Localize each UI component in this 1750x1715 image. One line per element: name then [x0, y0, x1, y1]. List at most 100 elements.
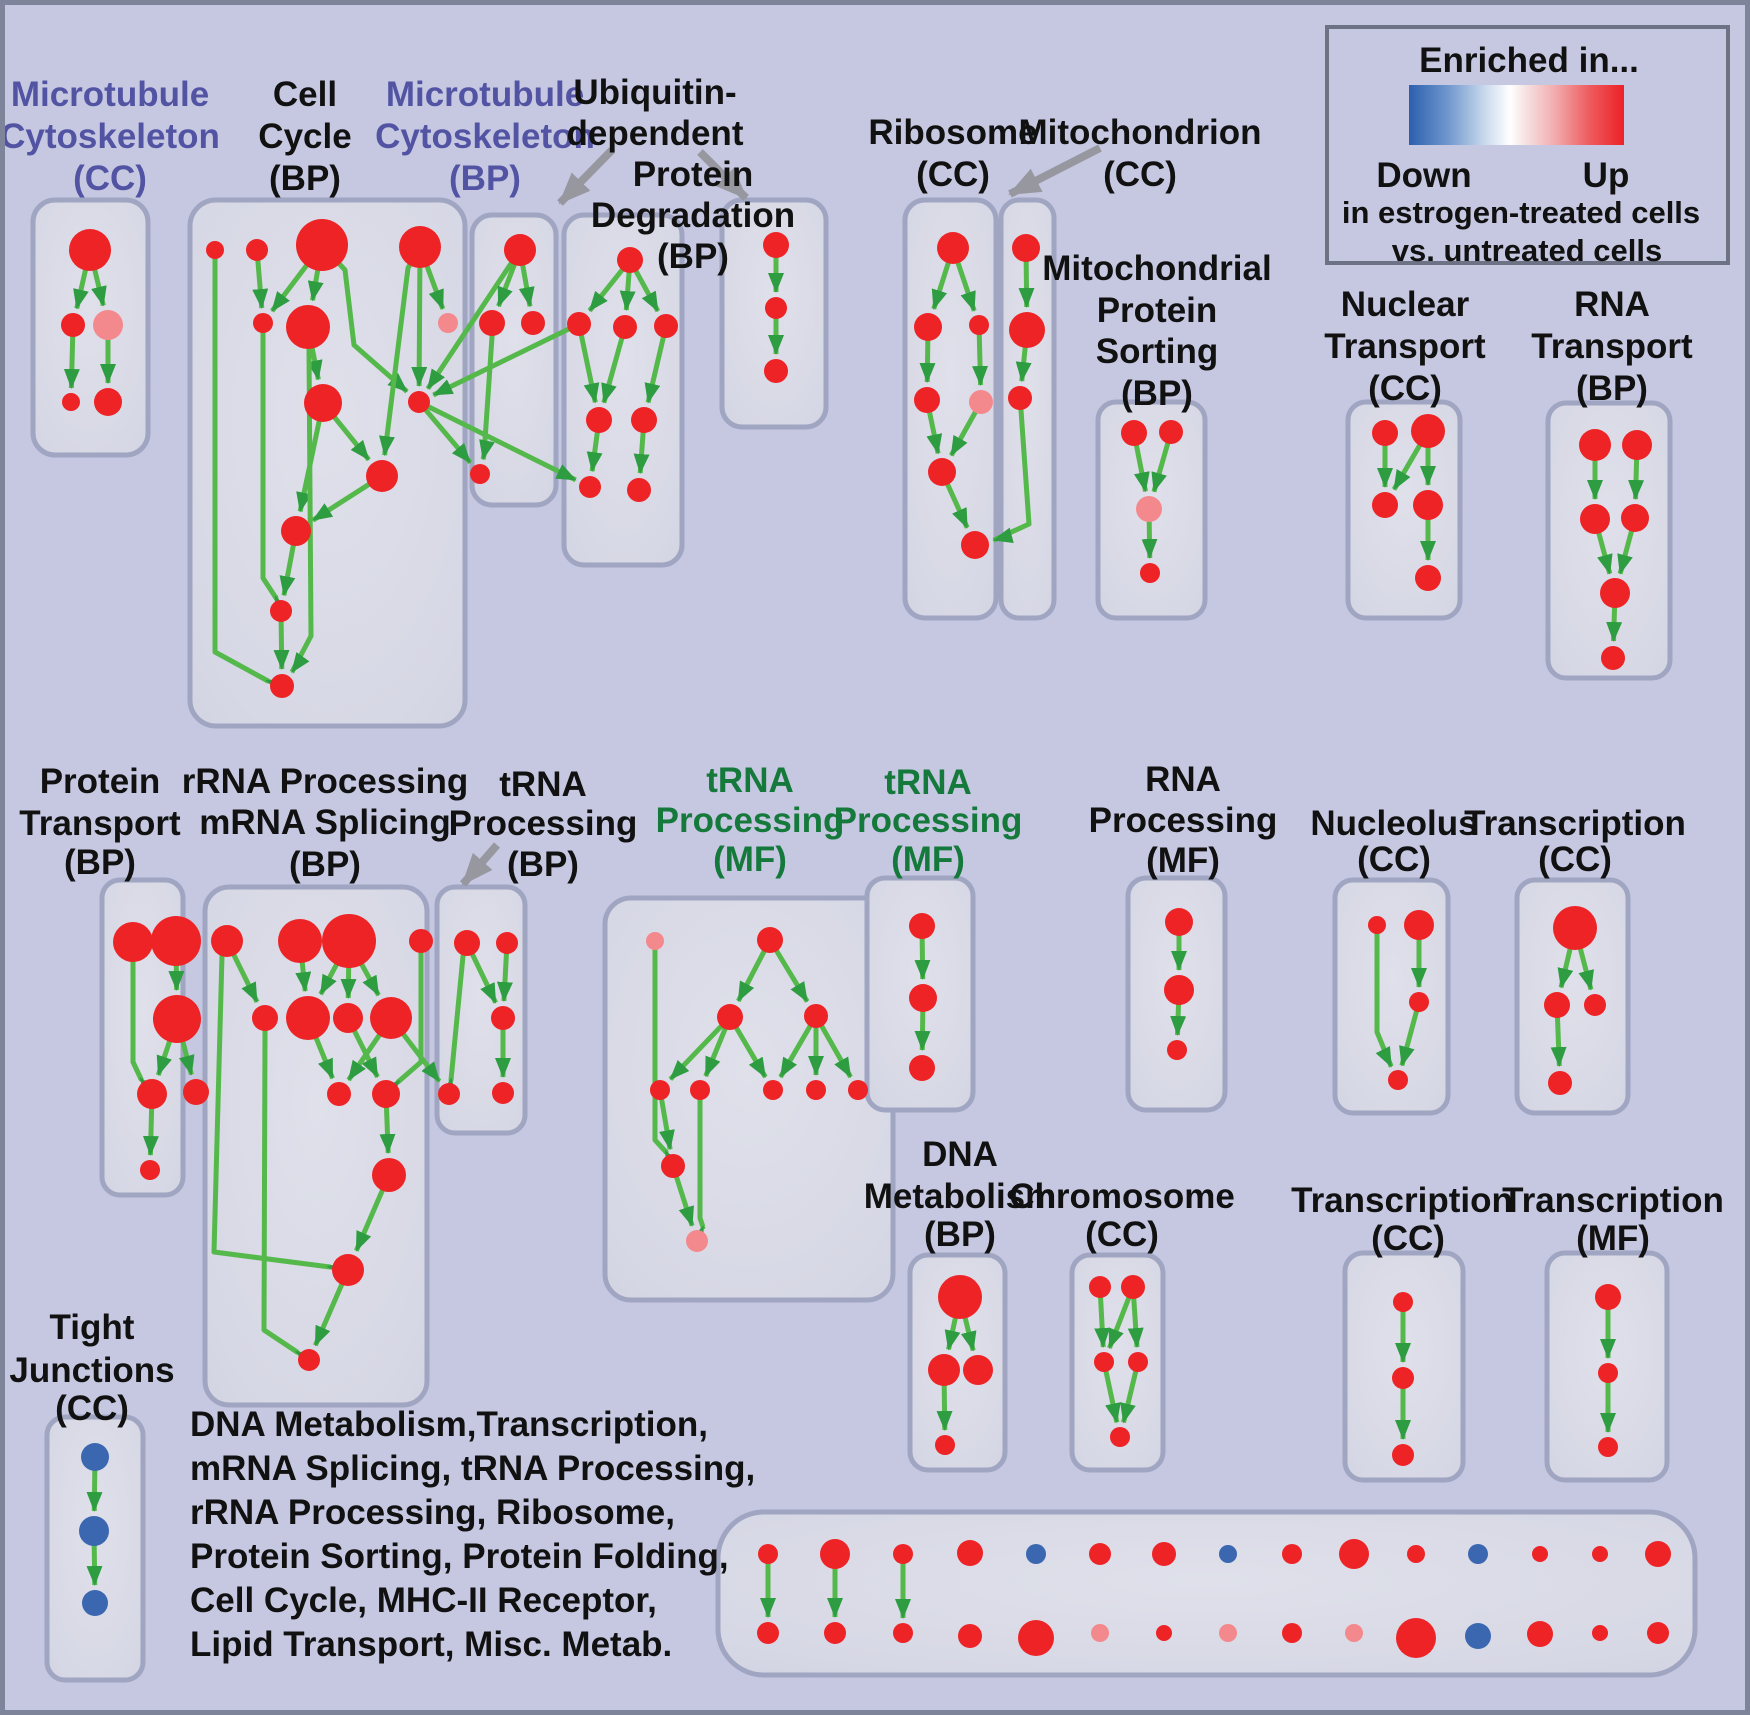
- cluster-label-protein-transport-line2: Transport: [19, 804, 181, 843]
- unclustered-note-line5: Cell Cycle, MHC-II Receptor,: [190, 1581, 657, 1620]
- go-term-node-b1: [206, 241, 224, 259]
- go-term-node-f6: [928, 458, 956, 486]
- cluster-label-microtubule-cc-line2: Cytoskeleton: [0, 117, 220, 156]
- cluster-label-trna-processing-mf-2-line3: (MF): [891, 840, 965, 879]
- edge-arrow-d4-d6: [644, 325, 669, 404]
- go-term-node-d5: [586, 407, 612, 433]
- go-term-node-yt14: [1645, 1541, 1671, 1567]
- cluster-label-ubiquitin-degradation-line3: Protein: [632, 155, 754, 194]
- unclustered-note-line3: rRNA Processing, Ribosome,: [190, 1493, 675, 1532]
- cluster-label-rna-processing-mf-line2: Processing: [1088, 801, 1278, 840]
- go-term-node-w2: [1598, 1363, 1618, 1383]
- go-term-node-t3: [963, 1355, 993, 1385]
- go-term-node-f5: [969, 390, 993, 414]
- go-term-node-q1: [1165, 908, 1193, 936]
- go-term-node-b11: [281, 516, 311, 546]
- cluster-label-ubiquitin-degradation-line4: Degradation: [590, 196, 796, 235]
- mitochondrion-arrow-icon: [1008, 144, 1102, 198]
- cluster-label-nucleolus-line2: (CC): [1357, 840, 1431, 879]
- cluster-label-trna-processing-mf-2-line1: tRNA: [884, 763, 972, 802]
- go-term-node-h1: [1121, 420, 1147, 446]
- go-term-node-n8: [806, 1080, 826, 1100]
- go-term-node-p3: [909, 1055, 935, 1081]
- trna-bp-arrow-icon: [459, 842, 501, 887]
- go-term-node-b3: [296, 219, 348, 271]
- go-term-node-e3: [764, 359, 788, 383]
- go-term-node-v1: [1393, 1292, 1413, 1312]
- edge-arrow-r3-r4: [1399, 1001, 1422, 1067]
- go-term-node-i4: [1413, 490, 1443, 520]
- go-term-node-x1: [81, 1443, 109, 1471]
- cluster-label-microtubule-cc-line3: (CC): [73, 159, 147, 198]
- cluster-label-ubiquitin-degradation-line5: (BP): [657, 237, 729, 276]
- edge-arrow-d2-d5: [576, 323, 600, 404]
- legend-caption-2: vs. untreated cells: [1391, 233, 1663, 268]
- ubiquitin-arrow-left-icon: [557, 147, 615, 206]
- go-term-node-v3: [1392, 1444, 1414, 1466]
- cluster-label-transcription-cc-bottom-line1: Transcription: [1291, 1181, 1513, 1220]
- go-term-node-j4: [1621, 504, 1649, 532]
- unclustered-note-line1: DNA Metabolism,Transcription,: [190, 1405, 708, 1444]
- cluster-label-transcription-cc-bottom-line2: (CC): [1371, 1219, 1445, 1258]
- go-term-node-f4: [914, 387, 940, 413]
- go-term-node-b13: [270, 674, 294, 698]
- cluster-label-protein-transport-line1: Protein: [39, 762, 161, 801]
- go-term-node-g2: [1009, 312, 1045, 348]
- go-term-node-w3: [1598, 1437, 1618, 1457]
- go-term-node-u2: [1121, 1275, 1145, 1299]
- cluster-label-mitochondrion-line1: Mitochondrion: [1018, 113, 1262, 152]
- go-term-node-t2: [928, 1354, 960, 1386]
- cluster-label-mito-protein-sorting-line4: (BP): [1121, 374, 1193, 413]
- go-term-node-u1: [1089, 1276, 1111, 1298]
- go-term-node-k1: [113, 922, 153, 962]
- cluster-box-transcription-cc-bottom-box: [1342, 1250, 1466, 1483]
- go-term-node-d8: [627, 478, 651, 502]
- go-term-node-j3: [1580, 504, 1610, 534]
- cluster-label-dna-metabolism-line2: Metabolism: [863, 1177, 1057, 1216]
- cluster-box-microtubule-cc-box: [30, 197, 151, 458]
- cluster-label-microtubule-bp-line3: (BP): [449, 159, 521, 198]
- go-term-node-b5: [253, 313, 273, 333]
- go-term-node-b10: [366, 460, 398, 492]
- go-term-node-yb12: [1527, 1621, 1553, 1647]
- cluster-label-chromosome-line2: (CC): [1085, 1215, 1159, 1254]
- legend: Enriched in... Down Up in estrogen-treat…: [1325, 25, 1730, 268]
- cluster-label-trna-processing-bp-line3: (BP): [507, 845, 579, 884]
- cluster-label-trna-processing-bp-line1: tRNA: [499, 765, 587, 804]
- go-term-node-q2: [1164, 975, 1194, 1005]
- go-term-node-l1: [211, 925, 243, 957]
- go-term-node-yt12: [1532, 1546, 1548, 1562]
- go-term-node-p2: [909, 984, 937, 1012]
- annotation-arrows-layer: [459, 144, 1102, 887]
- go-term-node-yb10: [1396, 1618, 1436, 1658]
- go-term-node-a1: [69, 229, 111, 271]
- go-term-node-b9: [408, 391, 430, 413]
- go-term-node-k5: [183, 1079, 209, 1105]
- go-term-node-u4: [1128, 1352, 1148, 1372]
- go-term-node-d2: [567, 312, 591, 336]
- go-term-node-l7: [333, 1003, 363, 1033]
- go-term-node-h2: [1159, 420, 1183, 444]
- cluster-label-rrna-mrna-line1: rRNA Processing: [181, 762, 469, 801]
- cluster-box-chromosome-box: [1069, 1252, 1166, 1473]
- legend-down-label: Down: [1376, 156, 1472, 195]
- go-term-node-j2: [1622, 430, 1652, 460]
- go-term-node-a5: [94, 388, 122, 416]
- edge-arrow-c1-b9: [425, 248, 523, 391]
- go-term-node-yb11: [1465, 1623, 1491, 1649]
- go-term-node-yt10: [1407, 1545, 1425, 1563]
- cluster-label-tight-junctions-line1: Tight: [49, 1308, 135, 1347]
- cluster-label-cell-cycle-line2: Cycle: [258, 117, 352, 156]
- unclustered-note-line4: Protein Sorting, Protein Folding,: [190, 1537, 729, 1576]
- go-term-node-d1: [617, 247, 643, 273]
- edge-arrow-b4-b9: [411, 246, 428, 388]
- go-term-node-f3: [969, 315, 989, 335]
- edge-arrow-n5-n10: [657, 1089, 675, 1151]
- cluster-label-mito-protein-sorting-line1: Mitochondrial: [1042, 249, 1272, 288]
- cluster-label-transcription-cc-mid-line2: (CC): [1538, 840, 1612, 879]
- cluster-label-nuclear-transport-line3: (CC): [1368, 369, 1442, 408]
- go-term-node-a2: [61, 313, 85, 337]
- go-term-node-n10: [661, 1154, 685, 1178]
- legend-gradient-bar: [1409, 85, 1624, 145]
